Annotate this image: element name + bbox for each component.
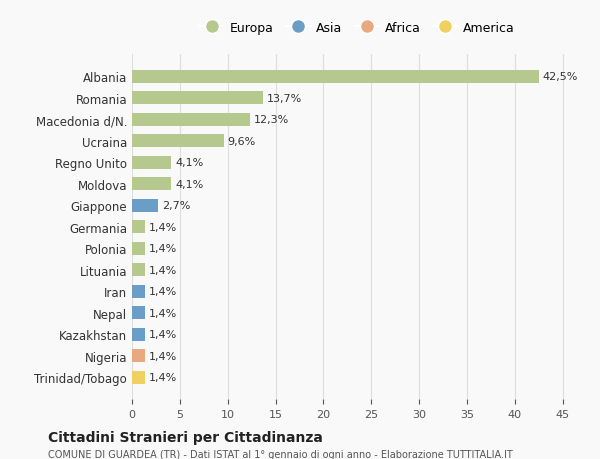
Text: 1,4%: 1,4%	[149, 244, 178, 254]
Text: 4,1%: 4,1%	[175, 158, 203, 168]
Bar	[132, 92, 263, 105]
Text: 1,4%: 1,4%	[149, 372, 178, 382]
Text: 13,7%: 13,7%	[267, 94, 302, 104]
Text: 9,6%: 9,6%	[228, 136, 256, 146]
Bar	[132, 328, 145, 341]
Bar	[132, 221, 145, 234]
Bar	[132, 263, 145, 276]
Text: 42,5%: 42,5%	[543, 72, 578, 82]
Legend: Europa, Asia, Africa, America: Europa, Asia, Africa, America	[194, 17, 520, 39]
Text: 2,7%: 2,7%	[161, 201, 190, 211]
Bar	[132, 157, 171, 169]
Bar	[132, 113, 250, 127]
Text: 1,4%: 1,4%	[149, 351, 178, 361]
Bar	[132, 285, 145, 298]
Bar	[132, 371, 145, 384]
Bar	[132, 242, 145, 255]
Text: 12,3%: 12,3%	[254, 115, 289, 125]
Text: 1,4%: 1,4%	[149, 222, 178, 232]
Text: 1,4%: 1,4%	[149, 265, 178, 275]
Text: COMUNE DI GUARDEA (TR) - Dati ISTAT al 1° gennaio di ogni anno - Elaborazione TU: COMUNE DI GUARDEA (TR) - Dati ISTAT al 1…	[48, 449, 513, 459]
Bar	[132, 71, 539, 84]
Bar	[132, 349, 145, 362]
Bar	[132, 307, 145, 319]
Bar	[132, 178, 171, 191]
Text: Cittadini Stranieri per Cittadinanza: Cittadini Stranieri per Cittadinanza	[48, 430, 323, 444]
Text: 1,4%: 1,4%	[149, 308, 178, 318]
Text: 1,4%: 1,4%	[149, 330, 178, 339]
Text: 4,1%: 4,1%	[175, 179, 203, 189]
Text: 1,4%: 1,4%	[149, 286, 178, 297]
Bar	[132, 199, 158, 212]
Bar	[132, 135, 224, 148]
